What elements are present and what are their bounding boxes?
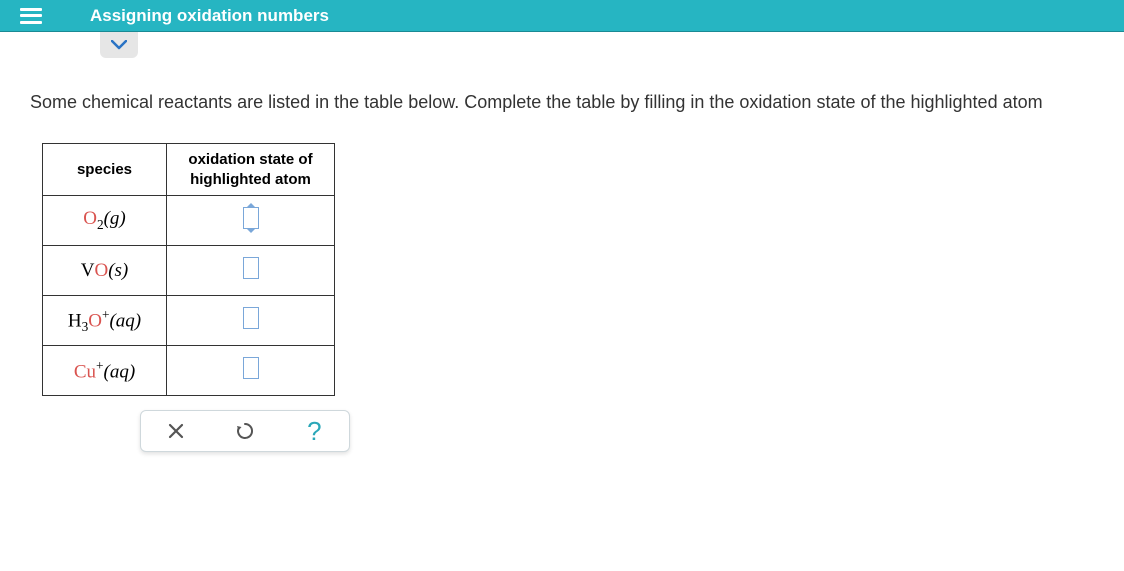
oxidation-input[interactable]: [243, 257, 259, 279]
oxidation-cell: [167, 296, 335, 346]
page-title: Assigning oxidation numbers: [90, 6, 329, 26]
oxidation-input[interactable]: [243, 307, 259, 329]
oxidation-cell: [167, 196, 335, 246]
chevron-down-icon: [111, 40, 127, 50]
instruction-text: Some chemical reactants are listed in th…: [30, 90, 1094, 115]
column-header-oxidation-l1: oxidation state of: [188, 151, 312, 168]
table-row: H3O+(aq): [43, 296, 335, 346]
close-icon: [167, 422, 185, 440]
table-row: Cu+(aq): [43, 346, 335, 396]
oxidation-input[interactable]: [243, 207, 259, 229]
oxidation-cell: [167, 246, 335, 296]
table-row: VO(s): [43, 246, 335, 296]
answer-toolbar: ?: [140, 410, 350, 452]
oxidation-input[interactable]: [243, 357, 259, 379]
oxidation-cell: [167, 346, 335, 396]
help-button[interactable]: ?: [298, 415, 330, 447]
undo-icon: [235, 421, 255, 441]
table-row: O2(g): [43, 196, 335, 246]
column-header-oxidation-l2: highlighted atom: [190, 171, 311, 188]
species-cell: O2(g): [43, 196, 167, 246]
species-cell: H3O+(aq): [43, 296, 167, 346]
clear-button[interactable]: [160, 415, 192, 447]
page-header: Assigning oxidation numbers: [0, 0, 1124, 32]
column-header-species: species: [43, 144, 167, 196]
species-cell: VO(s): [43, 246, 167, 296]
reset-button[interactable]: [229, 415, 261, 447]
species-cell: Cu+(aq): [43, 346, 167, 396]
species-table: species oxidation state of highlighted a…: [42, 143, 335, 396]
content-area: Some chemical reactants are listed in th…: [0, 32, 1124, 482]
menu-icon[interactable]: [20, 8, 42, 24]
expand-toggle[interactable]: [100, 32, 138, 58]
column-header-oxidation: oxidation state of highlighted atom: [167, 144, 335, 196]
